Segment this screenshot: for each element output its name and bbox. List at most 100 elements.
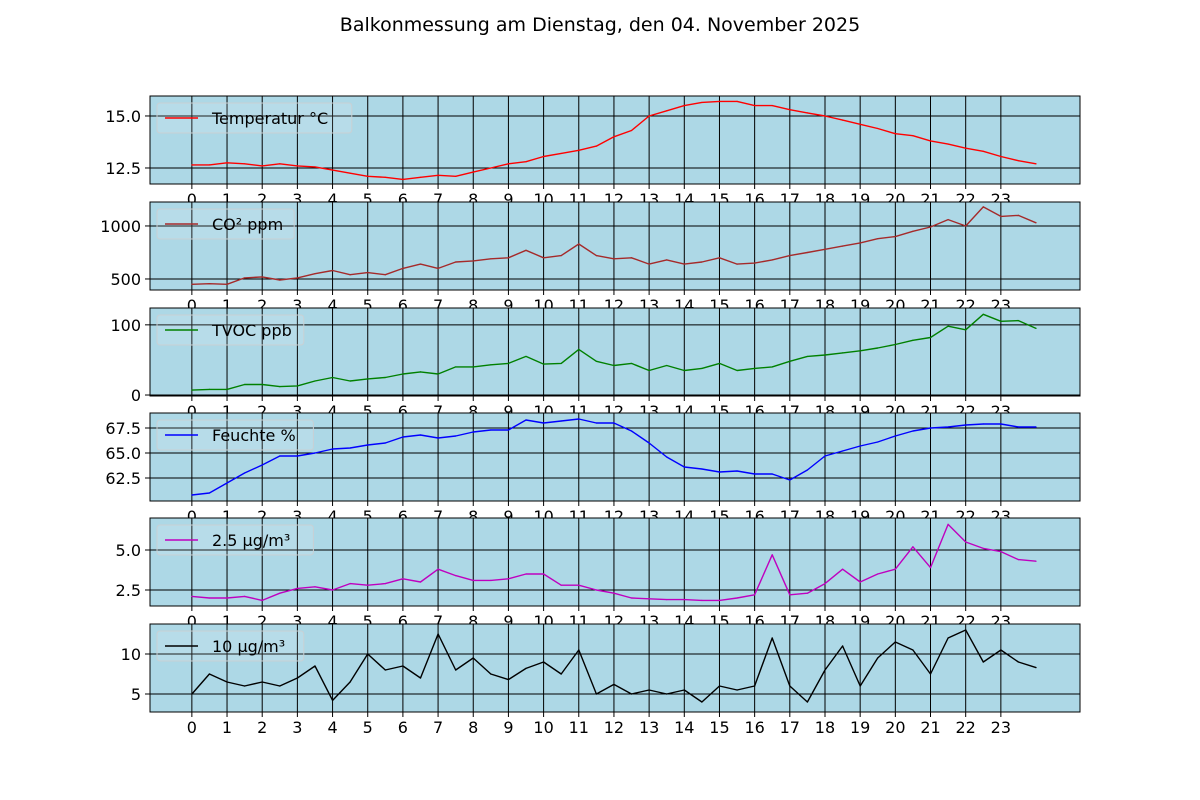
data-point xyxy=(771,554,773,556)
data-point xyxy=(736,470,738,472)
data-point xyxy=(507,429,510,431)
data-point xyxy=(208,673,211,675)
data-point xyxy=(877,127,879,130)
data-point xyxy=(578,418,580,420)
data-point xyxy=(613,258,615,260)
data-point xyxy=(279,592,281,594)
data-point xyxy=(490,579,492,582)
data-point xyxy=(296,277,298,279)
data-point xyxy=(525,667,527,670)
x-tick-label: 5 xyxy=(363,190,373,209)
data-point xyxy=(666,456,668,458)
data-point xyxy=(894,435,896,437)
data-point xyxy=(384,376,386,379)
x-tick-label: 1 xyxy=(222,190,232,209)
data-point xyxy=(244,472,246,474)
x-tick-label: 4 xyxy=(327,507,337,526)
legend-label: 10 µg/m³ xyxy=(212,637,285,656)
data-point xyxy=(1017,559,1020,561)
data-point xyxy=(824,455,826,457)
data-point xyxy=(314,273,316,275)
data-point xyxy=(701,599,703,602)
legend: CO² ppm xyxy=(156,208,295,240)
x-tick-label: 5 xyxy=(363,612,373,631)
x-tick-label: 7 xyxy=(433,507,443,526)
data-point xyxy=(982,661,984,663)
data-point xyxy=(789,109,791,111)
plot-area xyxy=(150,624,1080,712)
data-point xyxy=(208,283,211,285)
data-point xyxy=(824,248,826,250)
x-tick-label: 9 xyxy=(503,612,513,631)
x-tick-label: 22 xyxy=(956,718,976,737)
x-tick-label: 4 xyxy=(327,718,337,737)
data-point xyxy=(859,350,861,352)
data-point xyxy=(1035,667,1037,669)
data-point xyxy=(191,164,193,166)
data-point xyxy=(929,226,932,228)
data-point xyxy=(912,339,914,341)
data-point xyxy=(595,360,597,362)
data-point xyxy=(1017,320,1020,322)
x-tick-label: 21 xyxy=(920,718,940,737)
x-tick-label: 6 xyxy=(398,296,408,315)
data-point xyxy=(841,245,844,247)
data-point xyxy=(824,354,826,356)
plot-frame xyxy=(149,623,1081,713)
data-point xyxy=(894,568,896,570)
data-point xyxy=(402,578,404,580)
data-point xyxy=(1000,551,1002,553)
data-point xyxy=(331,169,334,171)
data-point xyxy=(789,479,791,481)
legend-label: 2.5 µg/m³ xyxy=(212,531,290,550)
x-tick-label: 16 xyxy=(744,718,764,737)
x-tick-label: 1 xyxy=(222,402,232,421)
data-point xyxy=(683,369,685,372)
data-point xyxy=(578,649,580,651)
x-tick-label: 4 xyxy=(327,190,337,209)
data-point xyxy=(244,685,246,687)
x-tick-label: 4 xyxy=(327,296,337,315)
plot-frame xyxy=(149,517,1081,607)
data-point xyxy=(877,347,879,349)
x-tick-label: 9 xyxy=(503,296,513,315)
data-point xyxy=(630,430,633,432)
data-point xyxy=(472,579,474,582)
data-point xyxy=(578,243,580,245)
data-point xyxy=(560,152,562,155)
data-point xyxy=(683,466,685,468)
data-point xyxy=(947,143,949,145)
data-point xyxy=(384,442,386,444)
x-tick-label: 5 xyxy=(363,296,373,315)
data-point xyxy=(1017,426,1020,428)
data-point xyxy=(191,693,193,695)
x-tick-label: 23 xyxy=(991,718,1011,737)
x-tick-label: 2 xyxy=(257,507,267,526)
data-point xyxy=(648,689,650,691)
legend-box xyxy=(156,524,314,556)
data-point xyxy=(279,385,281,388)
data-point xyxy=(560,673,562,675)
data-point xyxy=(244,383,246,386)
plot-area xyxy=(150,202,1080,290)
data-point xyxy=(754,104,756,107)
data-point xyxy=(191,389,193,391)
y-tick-label: 10 xyxy=(121,645,141,664)
data-point xyxy=(472,431,474,433)
data-point xyxy=(630,597,633,599)
legend-label: TVOC ppb xyxy=(211,321,292,340)
x-tick-label: 11 xyxy=(569,718,589,737)
data-point xyxy=(736,100,738,103)
data-point xyxy=(718,599,721,602)
data-point xyxy=(982,206,984,208)
x-tick-label: 7 xyxy=(433,718,443,737)
subplot-4: 0 1 2 3 4 5 6 7 8 9 10 11 12 13 14 15 16 17 18 19 20 21 22 232.… xyxy=(116,517,1081,631)
x-tick-label: 7 xyxy=(433,612,443,631)
data-point xyxy=(226,283,228,285)
data-point xyxy=(648,442,650,444)
x-tick-label: 2 xyxy=(257,296,267,315)
data-point xyxy=(261,383,263,386)
data-point xyxy=(841,450,844,452)
x-tick-label: 3 xyxy=(292,190,302,209)
y-tick-label: 500 xyxy=(110,270,141,289)
